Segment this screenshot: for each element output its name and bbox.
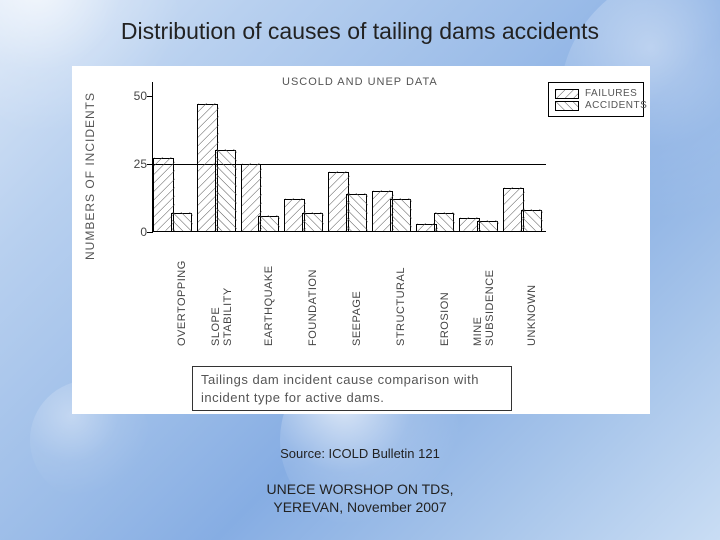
legend-label: ACCIDENTS bbox=[585, 100, 647, 111]
bar-accidents bbox=[434, 213, 455, 232]
category-label: STRUCTURAL bbox=[395, 267, 407, 346]
bar-accidents bbox=[171, 213, 192, 232]
category-label: FOUNDATION bbox=[307, 269, 319, 346]
slide-title: Distribution of causes of tailing dams a… bbox=[0, 18, 720, 45]
y-tick-label: 0 bbox=[119, 225, 147, 239]
bar-accidents bbox=[215, 150, 236, 232]
category-label: SLOPE bbox=[210, 307, 222, 346]
footer-line-1: UNECE WORSHOP ON TDS, bbox=[0, 480, 720, 498]
hatch-icon bbox=[555, 89, 579, 99]
hatch-icon bbox=[555, 101, 579, 111]
legend-item-accidents: ACCIDENTS bbox=[555, 100, 637, 111]
footer-line-2: YEREVAN, November 2007 bbox=[0, 498, 720, 516]
category-labels: OVERTOPPING SLOPESTABILITY EARTHQUAKE FOUND… bbox=[152, 236, 546, 352]
source-citation: Source: ICOLD Bulletin 121 bbox=[0, 446, 720, 461]
category-label: SUBSIDENCE bbox=[484, 269, 496, 346]
plot-area: 02550 bbox=[152, 82, 546, 232]
chart-caption: Tailings dam incident cause comparison w… bbox=[192, 366, 512, 411]
y-tick-label: 50 bbox=[119, 89, 147, 103]
category-label: STABILITY bbox=[222, 287, 234, 346]
chart-panel: NUMBERS OF INCIDENTS USCOLD AND UNEP DAT… bbox=[72, 66, 650, 414]
category-label: EROSION bbox=[439, 292, 451, 346]
category-label: EARTHQUAKE bbox=[263, 265, 275, 346]
category-label: MINE bbox=[472, 317, 484, 347]
category-label: OVERTOPPING bbox=[176, 260, 188, 346]
legend-label: FAILURES bbox=[585, 88, 637, 99]
legend: FAILURES ACCIDENTS bbox=[548, 82, 644, 117]
bar-accidents bbox=[477, 221, 498, 232]
y-tick-label: 25 bbox=[119, 157, 147, 171]
y-tick-mark bbox=[147, 232, 153, 233]
legend-item-failures: FAILURES bbox=[555, 88, 637, 99]
footer: UNECE WORSHOP ON TDS, YEREVAN, November … bbox=[0, 480, 720, 516]
category-label: UNKNOWN bbox=[526, 284, 538, 346]
bar-accidents bbox=[258, 216, 279, 232]
y-tick-mark bbox=[147, 96, 153, 97]
bar-accidents bbox=[302, 213, 323, 232]
bar-accidents bbox=[521, 210, 542, 232]
bar-accidents bbox=[346, 194, 367, 232]
bar-accidents bbox=[390, 199, 411, 232]
category-label: SEEPAGE bbox=[351, 291, 363, 346]
